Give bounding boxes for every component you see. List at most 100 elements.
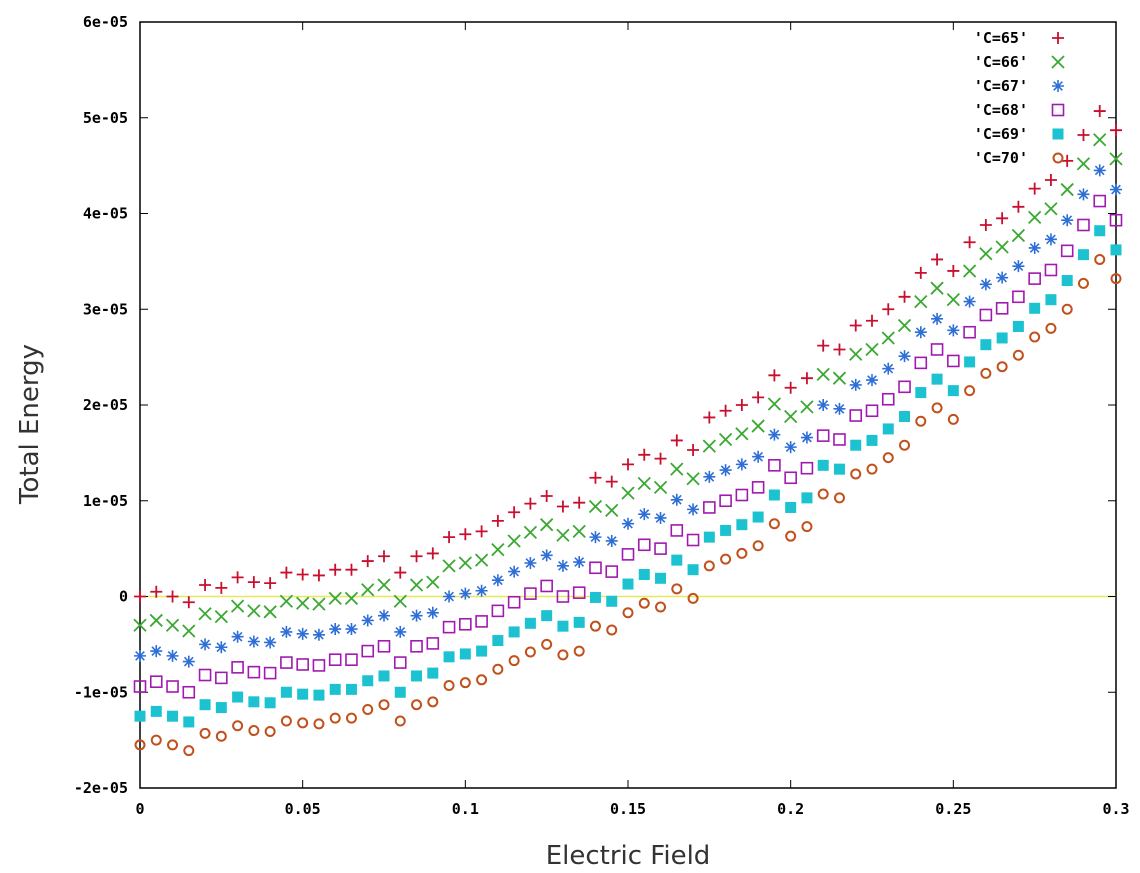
- data-point: [915, 387, 927, 399]
- data-point: [263, 666, 277, 680]
- data-point: [816, 367, 830, 381]
- data-point: [167, 710, 179, 722]
- data-point: [524, 556, 537, 569]
- y-axis-label: Total Energy: [15, 344, 45, 505]
- data-point: [1077, 249, 1089, 261]
- data-point: [475, 525, 488, 538]
- data-point: [279, 594, 294, 608]
- data-point: [589, 620, 601, 632]
- data-point: [572, 586, 586, 599]
- y-tick-label: 2e-05: [83, 396, 128, 414]
- data-point: [931, 312, 944, 325]
- data-point: [540, 518, 554, 532]
- data-point: [979, 308, 993, 322]
- data-point: [247, 665, 261, 679]
- y-tick-label: 5e-05: [83, 109, 128, 127]
- legend-marker: [1051, 103, 1065, 117]
- data-point: [345, 623, 358, 636]
- data-point: [361, 583, 375, 597]
- x-tick-label: 0.15: [610, 800, 646, 818]
- data-point: [410, 550, 423, 563]
- data-point: [459, 587, 472, 600]
- data-point: [914, 326, 927, 339]
- data-point: [670, 493, 683, 506]
- data-point: [183, 745, 195, 757]
- data-point: [491, 604, 505, 618]
- legend-label: 'C=67': [974, 77, 1028, 95]
- data-point: [849, 347, 863, 361]
- data-point: [263, 605, 277, 619]
- data-point: [329, 563, 342, 576]
- data-point: [866, 374, 878, 387]
- data-point: [768, 428, 781, 441]
- data-point: [654, 452, 667, 465]
- data-point: [637, 538, 651, 552]
- data-point: [718, 432, 733, 447]
- data-point: [540, 549, 553, 562]
- data-point: [605, 534, 618, 547]
- data-point: [1028, 182, 1041, 195]
- data-point: [720, 524, 732, 536]
- data-point: [411, 699, 423, 711]
- x-tick-label: 0.05: [285, 800, 321, 818]
- data-point: [800, 431, 813, 444]
- data-point: [1109, 152, 1123, 166]
- data-point: [1044, 233, 1057, 246]
- data-point: [1110, 273, 1122, 285]
- data-point: [947, 385, 959, 397]
- data-point: [589, 531, 602, 544]
- data-point: [687, 592, 699, 604]
- data-point: [524, 587, 537, 600]
- data-point: [882, 452, 894, 464]
- data-point: [394, 715, 406, 727]
- data-point: [670, 462, 684, 476]
- data-point: [459, 617, 472, 631]
- legend-label: 'C=65': [974, 29, 1028, 47]
- data-point: [1094, 225, 1106, 237]
- data-point: [931, 253, 944, 266]
- data-point: [393, 656, 407, 669]
- data-point: [377, 639, 391, 653]
- data-point: [199, 699, 211, 711]
- data-point: [866, 314, 878, 327]
- data-point: [671, 554, 683, 566]
- data-point: [198, 668, 212, 682]
- data-point: [1012, 349, 1024, 361]
- data-point: [946, 293, 960, 307]
- series-5: [134, 225, 1122, 728]
- data-point: [247, 604, 261, 618]
- data-point: [344, 591, 359, 606]
- data-point: [133, 618, 147, 632]
- data-point: [1060, 244, 1074, 258]
- data-point: [621, 548, 635, 561]
- data-point: [492, 663, 504, 675]
- data-point: [622, 607, 634, 619]
- data-point: [817, 399, 830, 411]
- data-point: [849, 378, 862, 391]
- data-point: [508, 565, 521, 578]
- data-point: [767, 397, 782, 411]
- data-point: [166, 649, 179, 662]
- data-point: [507, 595, 521, 609]
- data-point: [329, 623, 342, 636]
- data-point: [328, 591, 342, 606]
- data-point: [411, 670, 423, 682]
- data-point: [296, 658, 309, 671]
- data-point: [1012, 290, 1025, 304]
- data-point: [296, 596, 310, 610]
- data-point: [638, 597, 650, 609]
- data-point: [638, 448, 651, 461]
- data-point: [866, 434, 878, 446]
- data-point: [686, 472, 700, 486]
- data-point: [1110, 183, 1122, 196]
- data-point: [768, 459, 781, 472]
- data-point: [199, 727, 211, 739]
- data-point: [556, 559, 569, 572]
- data-point: [801, 521, 813, 533]
- data-point: [980, 339, 992, 351]
- data-point: [735, 427, 749, 441]
- data-point: [816, 429, 830, 442]
- data-point: [1076, 157, 1091, 171]
- data-point: [833, 343, 846, 356]
